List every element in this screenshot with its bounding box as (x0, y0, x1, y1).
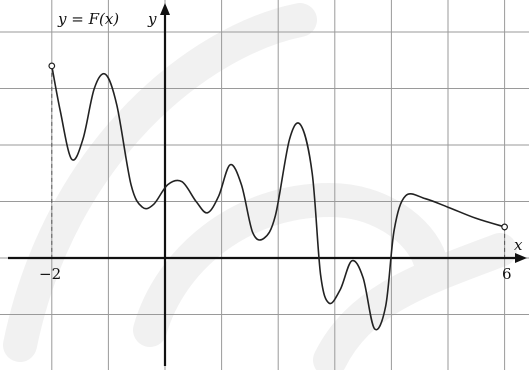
x-axis-label: x (514, 236, 523, 254)
x-axis-arrow-icon (515, 253, 527, 263)
y-axis-arrow-icon (160, 3, 170, 15)
watermark (3, 3, 517, 370)
tick-label-6: 6 (502, 265, 512, 283)
right-endpoint-open-circle (501, 223, 509, 231)
y-axis-label: y (147, 10, 157, 28)
function-curve (51, 65, 506, 331)
left-endpoint-open-circle (48, 62, 56, 70)
function-label: y = F(x) (57, 10, 119, 28)
tick-label-minus-2: −2 (39, 265, 61, 283)
